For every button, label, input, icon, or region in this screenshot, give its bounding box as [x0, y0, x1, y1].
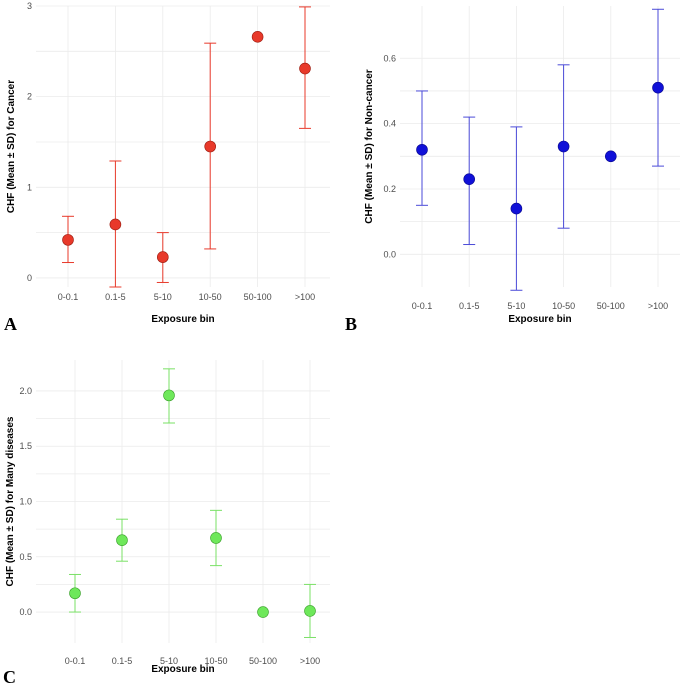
y-tick-label: 0.0	[19, 607, 32, 617]
x-tick-label: 5-10	[507, 301, 525, 311]
x-tick-label: 50-100	[244, 292, 272, 302]
x-tick-label: 0.1-5	[105, 292, 126, 302]
y-tick-label: 0.5	[19, 552, 32, 562]
x-tick-label: 0.1-5	[112, 656, 133, 666]
x-tick-label: 10-50	[199, 292, 222, 302]
data-point	[299, 62, 311, 75]
x-tick-label: 0.1-5	[459, 301, 480, 311]
x-tick-label: 5-10	[160, 656, 178, 666]
y-axis-title: CHF (Mean ± SD) for Cancer	[6, 80, 17, 213]
data-point	[557, 140, 570, 153]
y-tick-label: 0.4	[383, 119, 396, 129]
data-point	[210, 532, 222, 544]
y-axis-title: CHF (Mean ± SD) for Many diseases	[5, 416, 16, 586]
x-tick-label: >100	[300, 656, 320, 666]
y-tick-label: 2.0	[19, 386, 32, 396]
x-axis-title: Exposure bin	[151, 664, 214, 675]
x-tick-label: 0-0.1	[58, 292, 79, 302]
x-tick-label: 50-100	[597, 301, 625, 311]
data-point	[304, 605, 316, 617]
x-tick-label: 0-0.1	[412, 301, 433, 311]
y-tick-label: 3	[27, 1, 32, 11]
data-point	[157, 251, 169, 263]
panel-label: C	[3, 667, 16, 684]
data-point	[416, 143, 428, 156]
data-point	[163, 389, 175, 402]
panel-label: A	[4, 314, 17, 334]
data-point	[204, 140, 216, 153]
data-point	[604, 150, 617, 163]
data-point	[257, 606, 269, 618]
data-point	[62, 234, 74, 246]
y-tick-label: 0.0	[383, 249, 396, 259]
y-tick-label: 2	[27, 92, 32, 102]
x-tick-label: 5-10	[154, 292, 172, 302]
x-tick-label: >100	[295, 292, 315, 302]
panel-a-cancer: 0 1 2 3 0-0.1 0.1-5 5-10 10-50 50-100 >100 Exposur…	[4, 1, 330, 334]
x-tick-label: >100	[648, 301, 668, 311]
data-point	[109, 218, 122, 231]
data-point	[463, 173, 476, 185]
panel-label: B	[345, 314, 357, 334]
y-tick-label: 0.6	[383, 53, 396, 63]
x-tick-label: 10-50	[552, 301, 575, 311]
data-point	[510, 202, 523, 215]
y-tick-label: 1.0	[19, 497, 32, 507]
x-axis-title: Exposure bin	[508, 314, 571, 325]
y-tick-label: 1	[27, 182, 32, 192]
x-axis-title: Exposure bin	[151, 314, 214, 325]
panel-b-non-cancer: 0.0 0.2 0.4 0.6 0-0.1 0.1-5 5-10 10-50 50-100 >10…	[345, 6, 680, 334]
y-tick-label: 0.2	[383, 184, 396, 194]
x-tick-label: 50-100	[249, 656, 277, 666]
data-point	[652, 81, 664, 94]
y-tick-label: 1.5	[19, 441, 32, 451]
y-tick-label: 0	[27, 273, 32, 283]
x-tick-label: 10-50	[204, 656, 227, 666]
data-point	[251, 31, 264, 43]
data-point	[69, 587, 81, 600]
y-axis-title: CHF (Mean ± SD) for Non-cancer	[364, 69, 375, 223]
data-point	[116, 534, 128, 546]
panel-c-many-diseases: 0.0 0.5 1.0 1.5 2.0 0-0.1 0.1-5 5-10 10-50 50-100…	[3, 360, 330, 684]
x-tick-label: 0-0.1	[65, 656, 86, 666]
